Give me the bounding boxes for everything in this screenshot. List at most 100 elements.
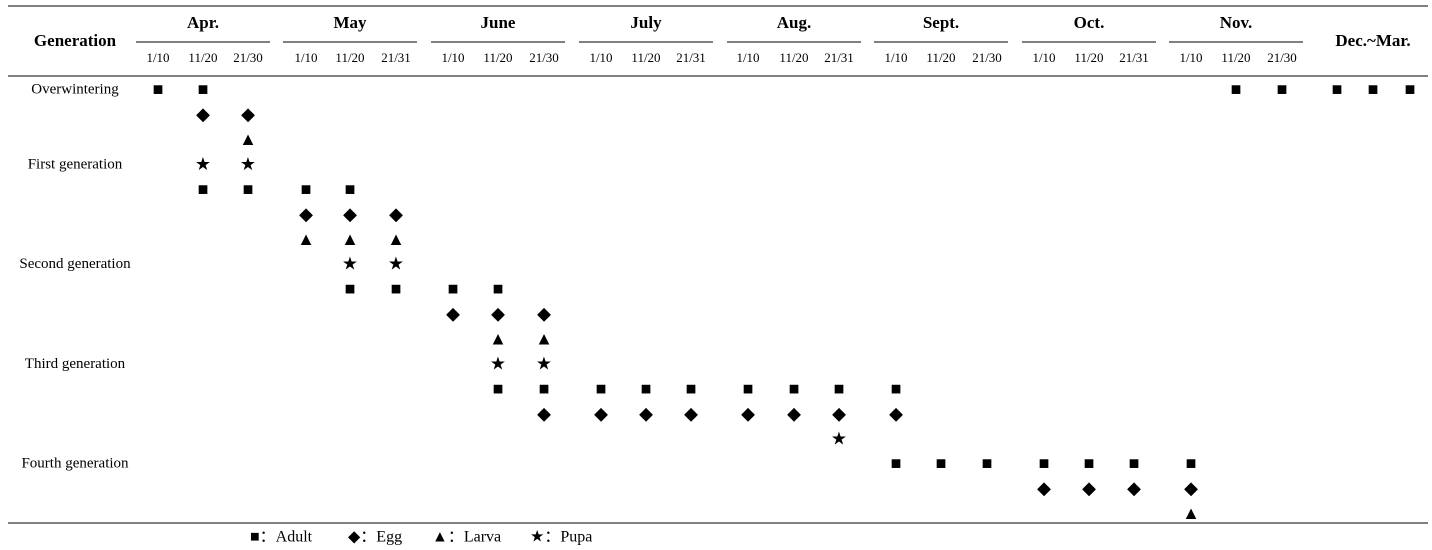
stage-symbol: ▲: [341, 229, 359, 249]
period-label: 21/30: [233, 50, 263, 65]
row-label: Fourth generation: [21, 456, 129, 472]
stage-symbol: ◆: [741, 403, 755, 423]
stage-symbol: ■: [243, 179, 254, 199]
period-label: 1/10: [1032, 50, 1055, 65]
stage-symbol: ■: [493, 378, 504, 398]
period-label: 21/30: [972, 50, 1002, 65]
period-label: 1/10: [736, 50, 759, 65]
stage-symbol: ■: [1129, 453, 1140, 473]
stage-symbol: ◆: [491, 304, 505, 324]
stage-symbol: ★: [240, 154, 256, 174]
period-label: 11/20: [926, 50, 955, 65]
period-label: 11/20: [1221, 50, 1250, 65]
stage-symbol: ■: [391, 279, 402, 299]
period-label: 1/10: [441, 50, 464, 65]
period-label: 11/20: [188, 50, 217, 65]
legend-item: ▲：Larva: [432, 529, 501, 546]
stage-symbol: ▲: [535, 329, 553, 349]
legend-item: ◆：Egg: [348, 529, 402, 546]
stage-symbol: ■: [789, 378, 800, 398]
stage-symbol: ◆: [1184, 478, 1198, 498]
stage-symbol: ■: [539, 378, 550, 398]
stage-symbol: ■: [936, 453, 947, 473]
stage-symbol: ■: [345, 179, 356, 199]
stage-symbol: ■: [834, 378, 845, 398]
stage-symbol: ◆: [832, 403, 846, 423]
stage-symbol: ◆: [594, 403, 608, 423]
stage-symbol: ◆: [639, 403, 653, 423]
stage-symbol: ◆: [389, 204, 403, 224]
stage-symbol: ■: [345, 279, 356, 299]
month-label: Dec.~Mar.: [1335, 31, 1410, 50]
stage-symbol: ■: [596, 378, 607, 398]
legend-item: ★：Pupa: [530, 529, 592, 546]
month-label: June: [481, 13, 516, 32]
stage-symbol: ■: [743, 378, 754, 398]
period-label: 21/30: [529, 50, 559, 65]
period-label: 21/31: [381, 50, 411, 65]
stage-symbol: ■: [1368, 79, 1379, 99]
stage-symbol: ★: [388, 254, 404, 274]
stage-symbol: ■: [641, 378, 652, 398]
stage-symbol: ■: [1405, 79, 1416, 99]
stage-symbol: ▲: [489, 329, 507, 349]
period-label: 21/31: [1119, 50, 1149, 65]
stage-symbol: ■: [1332, 79, 1343, 99]
row-label: First generation: [28, 156, 123, 172]
stage-symbol: ★: [490, 353, 506, 373]
row-label: Third generation: [25, 356, 126, 372]
stage-symbol: ◆: [196, 104, 210, 124]
stage-symbol: ◆: [299, 204, 313, 224]
period-label: 11/20: [631, 50, 660, 65]
month-label: Nov.: [1220, 13, 1253, 32]
stage-symbol: ■: [982, 453, 993, 473]
period-label: 11/20: [779, 50, 808, 65]
stage-symbol: ◆: [684, 403, 698, 423]
stage-symbol: ■: [198, 179, 209, 199]
period-label: 1/10: [294, 50, 317, 65]
period-label: 1/10: [884, 50, 907, 65]
header-title: Generation: [34, 31, 117, 50]
period-label: 1/10: [589, 50, 612, 65]
period-label: 11/20: [335, 50, 364, 65]
period-label: 21/31: [824, 50, 854, 65]
month-label: Apr.: [187, 13, 219, 32]
stage-symbol: ■: [1231, 79, 1242, 99]
stage-symbol: ★: [195, 154, 211, 174]
stage-symbol: ■: [891, 378, 902, 398]
stage-symbol: ▲: [297, 229, 315, 249]
stage-symbol: ◆: [446, 304, 460, 324]
stage-symbol: ▲: [239, 129, 257, 149]
legend-item: ■：Adult: [250, 529, 313, 546]
stage-symbol: ■: [301, 179, 312, 199]
month-label: Aug.: [777, 13, 811, 32]
stage-symbol: ◆: [537, 403, 551, 423]
stage-symbol: ■: [891, 453, 902, 473]
stage-symbol: ■: [1084, 453, 1095, 473]
stage-symbol: ■: [1277, 79, 1288, 99]
stage-symbol: ◆: [537, 304, 551, 324]
period-label: 21/30: [1267, 50, 1297, 65]
stage-symbol: ◆: [787, 403, 801, 423]
stage-symbol: ■: [198, 79, 209, 99]
stage-symbol: ■: [493, 279, 504, 299]
period-label: 11/20: [1074, 50, 1103, 65]
stage-symbol: ■: [686, 378, 697, 398]
stage-symbol: ▲: [1182, 503, 1200, 523]
stage-symbol: ◆: [1037, 478, 1051, 498]
row-label: Overwintering: [31, 81, 119, 97]
month-label: Sept.: [923, 13, 959, 32]
stage-symbol: ■: [1039, 453, 1050, 473]
stage-symbol: ◆: [889, 403, 903, 423]
stage-symbol: ■: [448, 279, 459, 299]
stage-symbol: ◆: [1127, 478, 1141, 498]
stage-symbol: ▲: [387, 229, 405, 249]
month-label: Oct.: [1074, 13, 1105, 32]
stage-symbol: ★: [342, 254, 358, 274]
period-label: 1/10: [1179, 50, 1202, 65]
stage-symbol: ◆: [1082, 478, 1096, 498]
stage-symbol: ◆: [241, 104, 255, 124]
stage-symbol: ◆: [343, 204, 357, 224]
stage-symbol: ■: [1186, 453, 1197, 473]
